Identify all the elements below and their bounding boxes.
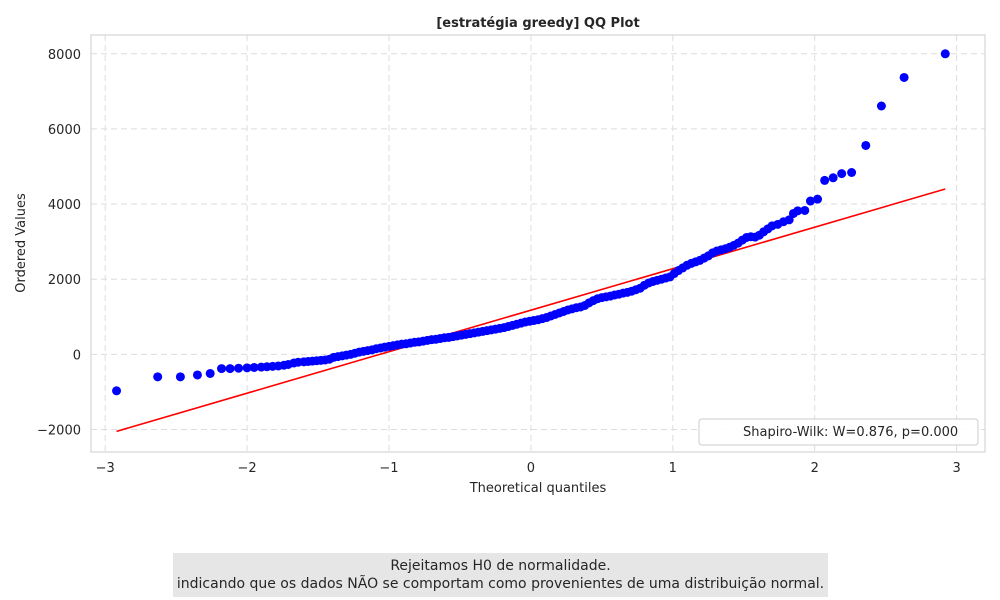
x-axis-label: Theoretical quantiles <box>469 481 607 496</box>
x-tick-label: 3 <box>952 461 960 476</box>
data-point <box>899 72 909 82</box>
data-point <box>861 140 871 150</box>
data-point <box>800 205 810 215</box>
data-point <box>242 363 252 373</box>
data-point <box>847 167 857 177</box>
x-tick-label: −2 <box>238 461 257 476</box>
y-tick-label: 0 <box>73 348 81 363</box>
data-point <box>234 363 244 373</box>
legend-label: Shapiro-Wilk: W=0.876, p=0.000 <box>743 425 958 440</box>
data-point <box>820 175 830 185</box>
data-point <box>225 364 235 374</box>
data-point <box>813 194 823 204</box>
chart-title: [estratégia greedy] QQ Plot <box>436 16 639 31</box>
y-tick-label: 2000 <box>48 273 81 288</box>
data-point <box>784 215 794 225</box>
conclusion-line-2: indicando que os dados NÃO se comportam … <box>176 576 825 592</box>
data-point <box>249 362 259 372</box>
data-point <box>805 196 815 206</box>
conclusion-line-1: Rejeitamos H0 de normalidade. <box>390 558 611 574</box>
legend-box <box>698 418 979 446</box>
data-point <box>837 169 847 179</box>
data-point <box>876 101 886 111</box>
plot-frame <box>90 34 986 453</box>
fit-line-group <box>116 188 946 433</box>
y-tick-label: −2000 <box>37 423 81 438</box>
x-tick-label: 2 <box>811 461 819 476</box>
data-point <box>112 386 122 396</box>
x-tick-label: 0 <box>527 461 535 476</box>
data-points <box>112 49 950 396</box>
fit-line <box>116 188 946 433</box>
data-point <box>175 372 185 382</box>
data-point <box>940 49 950 59</box>
data-point <box>828 173 838 183</box>
y-tick-label: 4000 <box>48 198 81 213</box>
x-tick-label: 1 <box>669 461 677 476</box>
data-point <box>217 364 227 374</box>
legend: Shapiro-Wilk: W=0.876, p=0.000 <box>698 418 979 446</box>
data-point <box>192 370 202 380</box>
x-tick-label: −3 <box>96 461 115 476</box>
data-point <box>205 368 215 378</box>
data-point <box>793 206 803 216</box>
axis-ticks: −3 −2 −1 0 1 2 3 −2000 0 2000 4000 6000 8000 <box>37 48 961 476</box>
x-tick-label: −1 <box>379 461 398 476</box>
data-point <box>153 372 163 382</box>
y-axis-label: Ordered Values <box>14 193 29 293</box>
y-tick-label: 6000 <box>48 123 81 138</box>
conclusion-note: Rejeitamos H0 de normalidade. indicando … <box>173 553 828 597</box>
y-tick-label: 8000 <box>48 48 81 63</box>
grid-lines <box>91 35 985 452</box>
